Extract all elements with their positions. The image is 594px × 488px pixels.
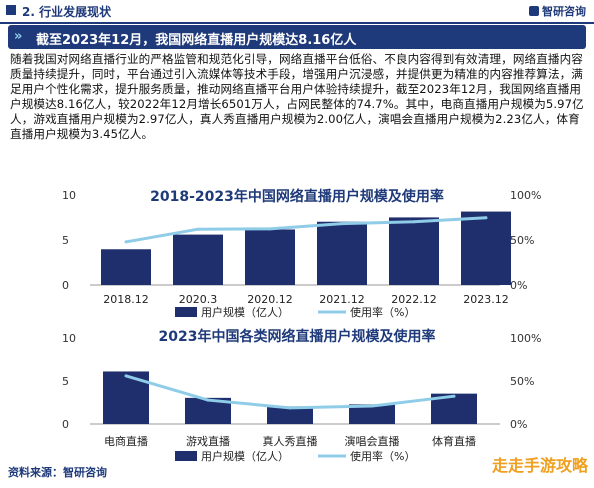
source-note: 资料来源：智研咨询 (8, 466, 107, 479)
headline-text: 截至2023年12月，我国网络直播用户规模达8.16亿人 (36, 33, 357, 48)
chart1-right-tick: 100% (510, 189, 541, 202)
chart1-usage-point (268, 227, 272, 231)
chart2-right-tick: 0% (510, 418, 527, 431)
chart1-left-tick: 10 (62, 189, 76, 202)
chart1-bar (245, 229, 295, 285)
chart2-left-tick: 5 (62, 375, 69, 388)
chart2-right-tick: 100% (510, 332, 541, 345)
chart1-right-tick: 50% (510, 234, 534, 247)
chart2-category-label: 体育直播 (432, 434, 476, 448)
chart1-category-label: 2020.12 (247, 293, 293, 306)
chart2-left-tick: 0 (62, 418, 69, 431)
headline-banner: » 截至2023年12月，我国网络直播用户规模达8.16亿人 (8, 25, 586, 49)
chart2-bar (267, 406, 313, 424)
chart1-bar (173, 234, 223, 285)
double-chevron-icon: » (14, 29, 23, 44)
body-paragraph: 随着我国对网络直播行业的严格监管和规范化引导，网络直播平台低俗、不良内容得到有效… (10, 52, 584, 142)
chart1-title: 2018-2023年中国网络直播用户规模及使用率 (150, 189, 444, 205)
brand-logo-icon (529, 6, 539, 16)
section-marker-icon (6, 5, 16, 15)
chart2-category-label: 演唱会直播 (345, 434, 400, 448)
chart1-legend-line-label: 使用率（%） (350, 305, 415, 319)
chart1-bar (461, 211, 511, 285)
chart2-usage-point (206, 398, 210, 402)
chart2-usage-point (370, 404, 374, 408)
chart1-usage-point (340, 222, 344, 226)
chart1-usage-point (124, 240, 128, 244)
chart1-usage-point (196, 227, 200, 231)
chart1-bar (389, 217, 439, 285)
chart2-usage-point (288, 406, 292, 410)
chart2-right-tick: 50% (510, 375, 534, 388)
chart1-legend-bar-swatch (175, 307, 197, 317)
chart2-usage-point (124, 374, 128, 378)
chart2-legend-line-label: 使用率（%） (350, 449, 415, 463)
chart1-category-label: 2023.12 (463, 293, 509, 306)
chart1-category-label: 2018.12 (103, 293, 149, 306)
section-title: 2. 行业发展现状 (22, 5, 112, 19)
chart2-usage-point (452, 394, 456, 398)
chart2-left-tick: 10 (62, 332, 76, 345)
chart1-usage-point (484, 216, 488, 220)
chart2-legend-bar-swatch (175, 451, 197, 461)
chart1-legend-bar-label: 用户规模（亿人） (201, 305, 289, 319)
chart2-legend-bar-label: 用户规模（亿人） (201, 449, 289, 463)
chart2-bar (349, 404, 395, 424)
chart2-title: 2023年中国各类网络直播用户规模及使用率 (158, 329, 436, 345)
chart1-right-tick: 0% (510, 279, 527, 292)
site-watermark: 走走手游攻略 (491, 456, 588, 475)
chart2-category-label: 真人秀直播 (263, 434, 318, 448)
chart2-usage-line (125, 374, 455, 410)
chart1-bar (101, 249, 151, 285)
brand-logo: 智研咨询 (529, 3, 586, 19)
chart1-bar (317, 221, 367, 285)
chart2-category-label: 电商直播 (104, 434, 148, 448)
chart1-usage-line (125, 216, 487, 244)
brand-logo-text: 智研咨询 (542, 5, 586, 18)
chart1-category-label: 2022.12 (391, 293, 437, 306)
chart1-left-tick: 5 (62, 234, 69, 247)
top-bar: 2. 行业发展现状 智研咨询 (0, 0, 594, 24)
chart2-category-label: 游戏直播 (186, 434, 230, 448)
chart1-category-label: 2020.3 (179, 293, 218, 306)
chart1-left-tick: 0 (62, 279, 69, 292)
chart1-category-label: 2021.12 (319, 293, 365, 306)
chart1-usage-point (412, 220, 416, 224)
